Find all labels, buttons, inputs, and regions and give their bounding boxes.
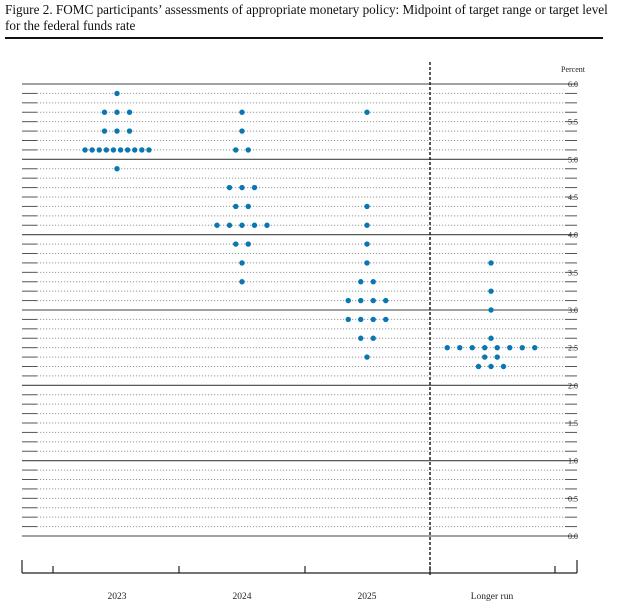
dot-longer-run [494,354,500,360]
dot-2025 [364,109,370,115]
dot-longer-run [488,260,494,266]
dot-longer-run [482,354,488,360]
dot-2023 [117,147,124,153]
dot-2025 [383,297,389,304]
dot-2023 [139,147,145,153]
y-tick-label: 2.0 [568,381,578,390]
dot-longer-run [507,344,513,351]
dot-2025 [345,316,351,323]
dot-2023 [132,147,138,153]
dot-2024 [251,222,258,228]
y-tick-label: 3.5 [568,268,578,277]
dot-longer-run [475,363,482,370]
dot-longer-run [519,344,525,351]
dot-longer-run [469,344,475,351]
dot-2024 [233,203,239,210]
dot-2025 [358,316,364,323]
dot-2024 [239,184,245,191]
dot-longer-run [488,288,494,294]
x-tick-label: 2025 [358,592,377,602]
dot-2024 [239,279,245,285]
y-axis-label: Percent [561,65,586,74]
dot-2025 [364,203,370,210]
dot-2024 [233,147,239,153]
dot-longer-run [494,344,500,351]
dot-2025 [364,241,370,247]
dot-2025 [364,354,370,360]
dot-2024 [251,184,258,191]
dot-longer-run [488,335,494,341]
dot-2023 [101,128,108,134]
dot-2023 [96,147,102,153]
y-tick-label: 4.0 [568,231,578,240]
dot-2023 [110,147,117,153]
dot-2023 [114,166,120,172]
x-tick-label: 2023 [108,592,127,602]
dot-2024 [245,203,251,210]
dot-2023 [124,147,131,153]
dot-2025 [370,316,376,323]
dot-2023 [114,128,120,134]
dot-2024 [239,128,245,134]
figure-title: Figure 2. FOMC participants’ assessments… [5,2,608,33]
y-tick-label: 5.5 [568,118,578,127]
dot-2025 [358,279,364,285]
dot-2025 [364,260,370,266]
y-tick-label: 6.0 [568,80,578,89]
dot-2024 [245,241,251,247]
dot-longer-run [532,344,538,351]
y-tick-label: 1.0 [568,457,578,466]
dot-longer-run [500,363,507,370]
dot-longer-run [482,344,488,351]
dot-2023 [114,90,120,97]
dot-2025 [345,297,351,304]
dot-2023 [126,128,133,134]
y-tick-label: 0.5 [568,494,578,503]
grid-lines: 6.0 5.5 5.0 4.5 4.0 3.5 3.0 2.5 2.0 1.5 1.0 0.5 0.0 [22,62,578,575]
dot-2023 [126,109,133,115]
dot-2023 [103,147,110,153]
dot-longer-run [457,344,463,351]
dot-2025 [383,316,389,323]
dots [82,90,538,370]
dot-longer-run [488,363,494,370]
dot-2024 [239,222,245,228]
y-tick-label: 3.0 [568,306,578,315]
dot-2024 [264,222,270,228]
dot-2024 [233,241,239,247]
dot-2024 [226,222,233,228]
y-tick-label: 4.5 [568,193,578,202]
y-tick-label: 1.5 [568,419,578,428]
dot-2025 [358,297,364,304]
x-tick-label: 2024 [233,592,252,602]
dot-2023 [89,147,95,153]
dot-longer-run [444,344,450,351]
dot-2023 [101,109,108,115]
x-tick-label: Longer run [471,592,514,602]
y-tick-label: 2.5 [568,344,578,353]
dot-2025 [364,222,370,228]
y-tick-label: 5.0 [568,155,578,164]
dot-2025 [370,297,376,304]
dot-2025 [358,335,364,341]
y-tick-label: 0.0 [568,532,578,541]
dot-2025 [370,279,376,285]
dot-2023 [82,147,88,153]
dot-2024 [214,222,220,228]
x-axis: 2023 2024 2025 Longer run [21,560,578,602]
dot-2025 [370,335,376,341]
dot-longer-run [488,307,494,313]
dot-2024 [226,184,233,191]
dot-2024 [245,147,251,153]
dot-2023 [146,147,152,153]
dot-2023 [114,109,120,115]
title-rule [5,37,603,39]
dot-2024 [239,109,245,115]
dot-2024 [239,260,245,266]
